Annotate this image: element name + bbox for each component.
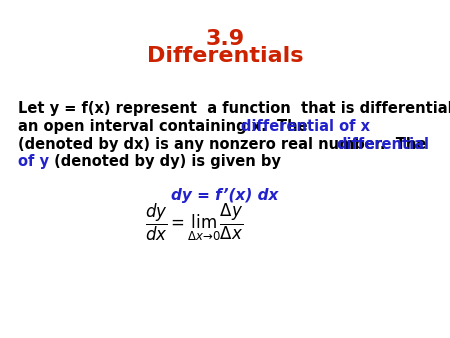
Text: differential: differential [337,137,430,151]
Text: (denoted by dy) is given by: (denoted by dy) is given by [49,154,280,169]
Text: dy = f’(x) dx: dy = f’(x) dx [171,188,279,202]
Text: an open interval containing x.  The: an open interval containing x. The [18,119,313,134]
Text: $\dfrac{dy}{dx} = \lim_{\Delta x \to 0} \dfrac{\Delta y}{\Delta x}$: $\dfrac{dy}{dx} = \lim_{\Delta x \to 0} … [145,201,243,243]
Text: Let y = f(x) represent  a function  that is differentiable in: Let y = f(x) represent a function that i… [18,101,450,116]
Text: Differentials: Differentials [147,46,303,66]
Text: differential of x: differential of x [241,119,370,134]
Text: 3.9: 3.9 [206,29,244,49]
Text: of y: of y [18,154,49,169]
Text: (denoted by dx) is any nonzero real number.  The: (denoted by dx) is any nonzero real numb… [18,137,432,151]
